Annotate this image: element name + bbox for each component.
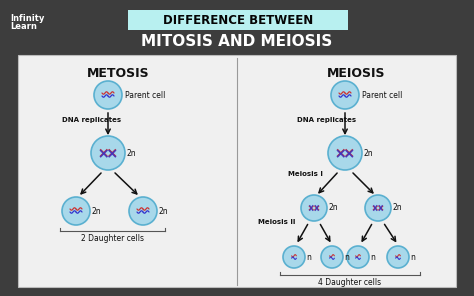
- Text: Learn: Learn: [10, 22, 37, 31]
- Circle shape: [129, 197, 157, 225]
- Text: Parent cell: Parent cell: [362, 91, 402, 99]
- Circle shape: [347, 246, 369, 268]
- Text: MITOSIS AND MEIOSIS: MITOSIS AND MEIOSIS: [141, 35, 333, 49]
- Text: n: n: [344, 252, 349, 261]
- Text: Infinity: Infinity: [10, 14, 45, 23]
- Text: METOSIS: METOSIS: [87, 67, 149, 80]
- FancyBboxPatch shape: [18, 55, 456, 287]
- FancyBboxPatch shape: [128, 10, 348, 30]
- Circle shape: [301, 195, 327, 221]
- Text: n: n: [306, 252, 311, 261]
- Circle shape: [283, 246, 305, 268]
- Text: 2n: 2n: [364, 149, 374, 157]
- Text: DNA replicates: DNA replicates: [62, 117, 121, 123]
- Text: n: n: [370, 252, 375, 261]
- Circle shape: [331, 81, 359, 109]
- Text: 2n: 2n: [329, 204, 338, 213]
- Text: Meiosis I: Meiosis I: [288, 171, 323, 177]
- Text: Parent cell: Parent cell: [125, 91, 165, 99]
- Circle shape: [321, 246, 343, 268]
- Text: 2n: 2n: [393, 204, 402, 213]
- Text: Meiosis II: Meiosis II: [258, 219, 295, 225]
- Text: 2n: 2n: [127, 149, 137, 157]
- Text: 2 Daughter cells: 2 Daughter cells: [81, 234, 144, 243]
- Text: MEIOSIS: MEIOSIS: [327, 67, 385, 80]
- Text: 4 Daughter cells: 4 Daughter cells: [319, 278, 382, 287]
- Text: 2n: 2n: [159, 207, 169, 215]
- Text: 2n: 2n: [92, 207, 101, 215]
- Circle shape: [365, 195, 391, 221]
- Circle shape: [62, 197, 90, 225]
- Text: DNA replicates: DNA replicates: [297, 117, 356, 123]
- Circle shape: [387, 246, 409, 268]
- Text: DIFFERENCE BETWEEN: DIFFERENCE BETWEEN: [163, 14, 313, 27]
- Circle shape: [91, 136, 125, 170]
- Text: n: n: [410, 252, 415, 261]
- Circle shape: [328, 136, 362, 170]
- Circle shape: [94, 81, 122, 109]
